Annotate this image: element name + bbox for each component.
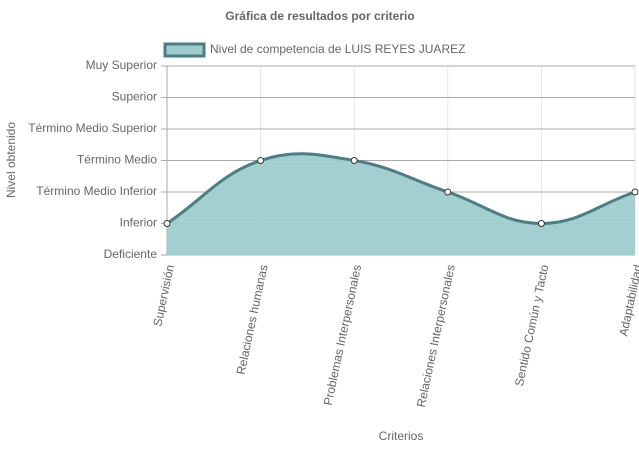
legend-label: Nivel de competencia de LUIS REYES JUARE… (210, 42, 465, 56)
point (163, 220, 171, 227)
y-axis-label: Nivel obtenido (4, 122, 18, 198)
y-tick-label: Término Medio Superior (28, 121, 157, 135)
area (167, 153, 635, 255)
point (350, 157, 358, 164)
x-tick-label: Relaciones Interpersonales (414, 263, 458, 408)
point (444, 188, 452, 196)
y-tick-label: Inferior (120, 216, 157, 230)
chart-title: Gráfica de resultados por criterio (225, 9, 414, 23)
y-tick-label: Superior (112, 90, 157, 104)
legend-swatch (163, 42, 206, 58)
line (166, 152, 636, 226)
x-tick-label: Problemas Interpersonales (321, 263, 365, 406)
y-tick-label: Deficiente (104, 247, 158, 261)
y-tick-label: Muy Superior (86, 58, 157, 72)
point (631, 188, 639, 196)
point (257, 157, 265, 164)
x-axis-label: Criterios (379, 429, 424, 443)
x-tick-label: Sentido Común y Tacto (512, 263, 552, 387)
point (537, 220, 545, 227)
y-tick-label: Término Medio (77, 153, 157, 167)
x-tick-label: Adaptabilidad (616, 263, 639, 337)
x-tick-label: Supervisión (150, 263, 177, 327)
x-tick-label: Relaciones humanas (234, 263, 271, 376)
y-tick-label: Término Medio Inferior (36, 184, 157, 198)
